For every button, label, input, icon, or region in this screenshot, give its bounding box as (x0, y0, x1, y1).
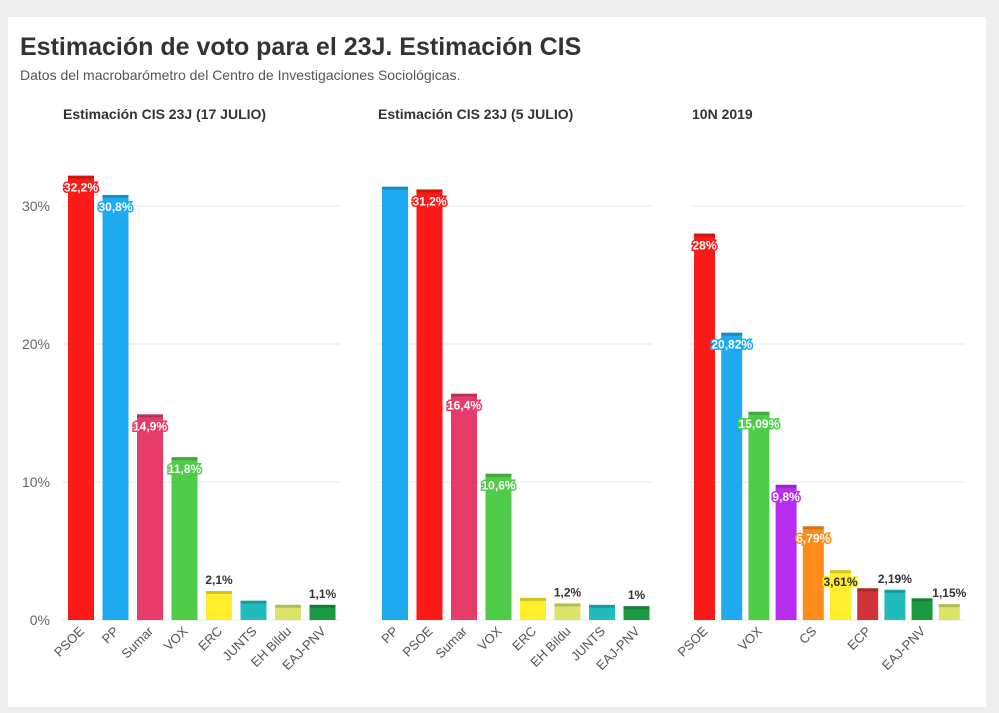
bar-top-edge (275, 604, 301, 608)
bar-eh-bildu (938, 604, 960, 620)
bar-erc (520, 597, 546, 620)
data-label: 1,1% (309, 587, 337, 601)
bar-top-edge (802, 526, 824, 530)
x-tick-label: EAJ-PNV (879, 623, 929, 673)
bar-cs (802, 526, 824, 620)
data-label: 9,8% (772, 490, 800, 504)
data-label: 15,09% (739, 417, 780, 431)
bar-up (775, 484, 797, 620)
bar-vox (748, 411, 770, 620)
bar-top-edge (554, 603, 581, 607)
bar-top-edge (938, 604, 960, 608)
data-label: 1,2% (554, 585, 582, 599)
x-tick-label: ECP (844, 624, 874, 654)
bar-top-edge (137, 414, 163, 418)
bar-eh-bildu (554, 603, 581, 620)
bar-psoe (416, 189, 443, 620)
data-label: 28% (692, 239, 716, 253)
bar-sumar (451, 393, 477, 620)
x-tick-label: PP (378, 624, 401, 647)
data-label: 1,15% (932, 586, 966, 600)
x-tick-label: PSOE (674, 623, 710, 659)
bar-top-edge (623, 606, 650, 610)
data-label: 1% (628, 588, 646, 602)
data-label: 14,9% (133, 419, 167, 433)
data-label: 10,6% (481, 479, 515, 493)
bar-top-edge (416, 189, 443, 193)
bar-junts (589, 604, 615, 620)
bar-top-edge (240, 600, 267, 604)
bar-junts (240, 600, 267, 620)
bar-top-edge (309, 604, 336, 608)
bar-top-edge (694, 233, 715, 237)
x-tick-label: VOX (735, 623, 765, 653)
bar-pp (721, 332, 743, 620)
bar-vox (485, 473, 512, 620)
x-tick-label: Sumar (432, 623, 470, 661)
bar-top-edge (485, 473, 512, 477)
data-label: 2,19% (878, 572, 912, 586)
bar-top-edge (520, 597, 546, 601)
panel-title: 10N 2019 (692, 106, 753, 122)
data-label: 3,61% (823, 575, 857, 589)
bar-ecp (857, 588, 879, 620)
data-label: 11,8% (168, 462, 202, 476)
panel-title: Estimación CIS 23J (17 JULIO) (63, 106, 266, 122)
bar-pp (382, 186, 408, 620)
data-label: 2,1% (205, 573, 233, 587)
data-label: 32,2% (64, 181, 98, 195)
bar-jxcat (884, 589, 906, 620)
data-label: 6,79% (796, 531, 830, 545)
bar-erc (206, 591, 232, 620)
y-tick-label: 30% (22, 198, 50, 214)
data-label: 20,82% (711, 338, 752, 352)
bar-top-edge (911, 598, 933, 602)
bar-top-edge (451, 393, 477, 397)
bar-eaj-pnv (623, 606, 650, 620)
panel-title: Estimación CIS 23J (5 JULIO) (378, 106, 573, 122)
bar-psoe (68, 175, 94, 620)
chart-subtitle: Datos del macrobarómetro del Centro de I… (20, 67, 461, 83)
bar-top-edge (206, 591, 232, 595)
x-tick-label: Sumar (118, 623, 156, 661)
x-tick-label: PP (99, 624, 122, 647)
y-tick-label: 20% (22, 336, 50, 352)
data-label: 31,2% (412, 194, 446, 208)
bar-erc (830, 570, 851, 620)
x-tick-label: VOX (161, 623, 191, 653)
bar-top-edge (857, 588, 879, 592)
x-tick-label: CS (796, 623, 820, 647)
bar-top-edge (171, 457, 198, 461)
bar-top-edge (830, 570, 851, 574)
bar-eaj-pnv (309, 604, 336, 620)
bar-top-edge (884, 589, 906, 593)
data-label: 16,4% (447, 399, 481, 413)
y-tick-label: 0% (30, 612, 50, 628)
bar-psoe (694, 233, 715, 620)
bar-sumar (137, 414, 163, 620)
bar-pp (102, 194, 129, 620)
bar-eaj-pnv (911, 598, 933, 620)
y-tick-label: 10% (22, 474, 50, 490)
x-tick-label: PSOE (51, 623, 87, 659)
x-tick-label: PSOE (399, 623, 435, 659)
x-tick-label: ERC (195, 624, 225, 654)
chart-title: Estimación de voto para el 23J. Estimaci… (20, 33, 582, 61)
data-label: 30,8% (98, 200, 132, 214)
bar-top-edge (775, 484, 797, 488)
bar-top-edge (68, 175, 94, 179)
bar-top-edge (102, 194, 129, 198)
x-tick-label: ERC (509, 624, 539, 654)
bar-top-edge (748, 411, 770, 415)
bar-top-edge (721, 332, 743, 336)
x-tick-label: VOX (475, 623, 505, 653)
bar-top-edge (589, 604, 615, 608)
bar-top-edge (382, 186, 408, 190)
bar-vox (171, 457, 198, 620)
bar-eh-bildu (275, 604, 301, 620)
